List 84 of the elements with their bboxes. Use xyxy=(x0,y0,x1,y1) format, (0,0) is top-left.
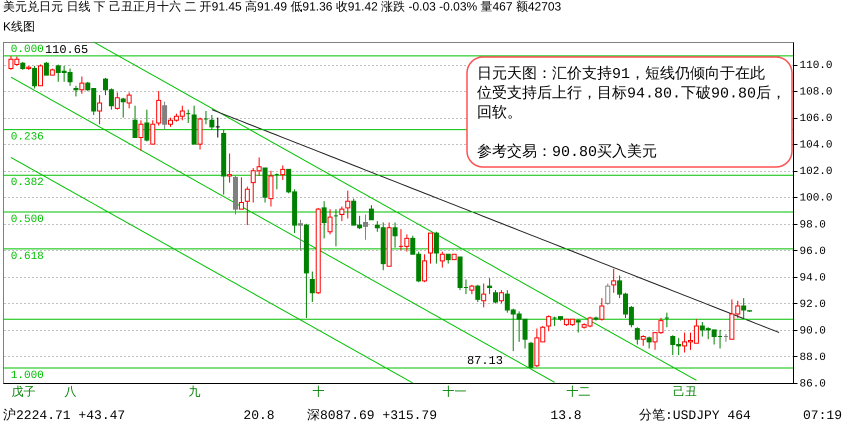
candlestick xyxy=(114,92,120,110)
y-tick-label: 98.0 xyxy=(800,219,826,232)
x-tick-label: 十一 xyxy=(442,384,467,398)
candlestick xyxy=(428,232,433,264)
text: 分笔:USDJPY 464 xyxy=(639,408,752,423)
candlestick xyxy=(244,186,250,226)
x-tick-label: 十 xyxy=(312,384,325,398)
candlestick xyxy=(440,251,445,268)
candlestick xyxy=(310,271,315,303)
annotation: 0.236 xyxy=(10,132,44,144)
y-tick-label: 86.0 xyxy=(800,378,826,390)
candlestick xyxy=(528,341,534,369)
annotation: 0.500 xyxy=(10,214,44,226)
candlestick xyxy=(44,61,49,76)
candlestick xyxy=(138,120,144,152)
candlestick xyxy=(126,92,132,109)
candlestick xyxy=(611,268,616,294)
candlestick xyxy=(156,90,162,126)
candlestick xyxy=(599,298,604,322)
text: 20.8 xyxy=(243,408,275,423)
candlestick xyxy=(434,231,439,264)
candlestick xyxy=(227,152,232,184)
text: 深8087.69 +315.79 xyxy=(307,408,438,423)
candlestick xyxy=(144,109,150,142)
text: 13.8 xyxy=(550,408,582,423)
annotation: 日元天图：汇价支持91，短线仍倾向于在此位受支持后上行，目标94.80.下破90.80后，回软。 xyxy=(477,65,786,122)
candlestick xyxy=(209,114,214,130)
annotation: 110.65 xyxy=(44,42,88,57)
y-tick-label: 96.0 xyxy=(800,246,826,258)
candlestick xyxy=(238,176,244,210)
candlestick xyxy=(546,314,552,332)
annotation: 0.618 xyxy=(10,250,44,263)
text: 沪2224.71 +43.47 xyxy=(3,407,126,423)
candlestick xyxy=(368,204,374,220)
annotation: 87.13 xyxy=(466,354,503,368)
candlestick xyxy=(97,94,102,125)
y-tick-label: 90.0 xyxy=(800,325,826,338)
y-tick-label: 104.0 xyxy=(800,140,833,152)
y-tick-label: 108.0 xyxy=(800,86,833,99)
candlestick xyxy=(345,190,350,219)
annotation: 0.382 xyxy=(10,177,44,190)
candlestick xyxy=(73,85,78,97)
annotation: 参考交易：90.80买入美元 xyxy=(477,143,658,161)
y-tick-label: 110.0 xyxy=(800,60,833,72)
candlestick xyxy=(469,284,474,295)
y-tick-label: 102.0 xyxy=(800,166,833,178)
candlestick xyxy=(475,284,480,303)
y-tick-label: 100.0 xyxy=(800,192,833,205)
candlestick xyxy=(32,65,38,89)
x-tick-label: 八 xyxy=(64,384,77,398)
x-tick-label: 十二 xyxy=(566,384,591,398)
candlestick xyxy=(422,254,428,283)
chart-subtitle: K线图 xyxy=(3,20,36,34)
annotation: 1.000 xyxy=(10,370,44,382)
chart-title: 美元兑日元 日线 下 己丑正月十六 二 开91.45 高91.49 低91.36 收91.42 涨跌 -0.03 -0.03% 量467 额42703 xyxy=(3,0,562,14)
text: 07:19 xyxy=(803,408,842,423)
candlestick xyxy=(280,164,286,180)
candlestick xyxy=(120,97,126,118)
candlestick xyxy=(634,326,640,346)
candlestick xyxy=(150,120,156,145)
annotation: 0.000 xyxy=(10,44,44,56)
candlestick xyxy=(640,334,646,346)
candlestick xyxy=(339,206,344,222)
y-tick-label: 92.0 xyxy=(800,298,826,311)
candlestick xyxy=(646,336,652,349)
candlestick xyxy=(268,170,274,208)
candlestick xyxy=(132,105,138,138)
candlestick xyxy=(446,254,451,264)
candlestick xyxy=(498,290,504,304)
candlestick xyxy=(576,318,581,334)
y-tick-label: 94.0 xyxy=(800,272,826,284)
candlestick xyxy=(392,222,398,248)
candlestick xyxy=(481,282,486,308)
x-tick-label: 己丑 xyxy=(673,384,698,398)
x-tick-label: 九 xyxy=(188,384,201,398)
candlestick xyxy=(322,200,327,239)
y-tick-label: 88.0 xyxy=(800,352,826,364)
x-tick-label: 戊子 xyxy=(11,384,36,398)
candlestick xyxy=(493,290,498,304)
candlestick xyxy=(487,278,492,295)
candlestick xyxy=(38,64,43,86)
y-tick-label: 106.0 xyxy=(800,113,833,126)
candlestick xyxy=(79,76,84,94)
candlestick xyxy=(328,208,333,235)
